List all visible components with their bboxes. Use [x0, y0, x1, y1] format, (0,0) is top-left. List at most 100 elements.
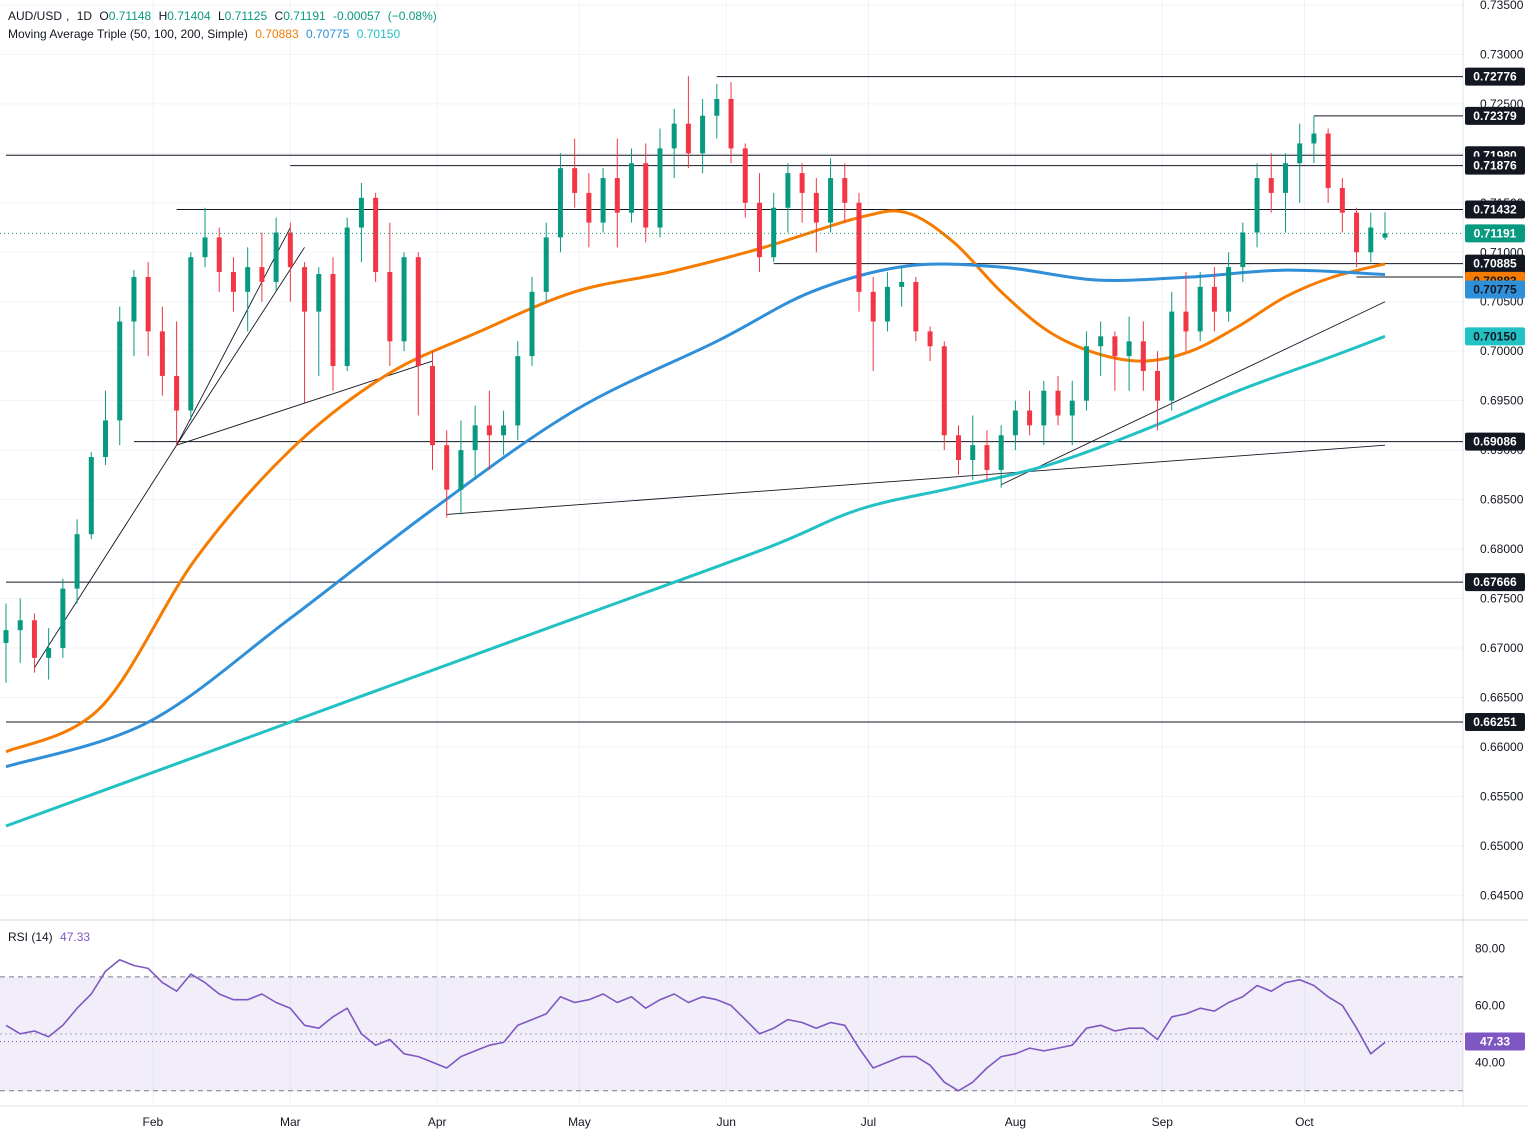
candle-15[interactable]: [216, 227, 222, 292]
candle-48[interactable]: [685, 76, 691, 169]
candle-96[interactable]: [1368, 212, 1374, 263]
candle-25[interactable]: [358, 183, 364, 263]
candle-11[interactable]: [159, 306, 165, 396]
candle-22[interactable]: [316, 267, 322, 376]
candle-76[interactable]: [1083, 331, 1089, 411]
candle-47[interactable]: [671, 108, 677, 179]
candle-31[interactable]: [444, 430, 450, 518]
candle-75[interactable]: [1069, 380, 1075, 446]
candle-86[interactable]: [1226, 252, 1232, 322]
candle-30[interactable]: [429, 351, 435, 470]
candle-93[interactable]: [1325, 128, 1331, 203]
trendline-4[interactable]: [446, 444, 1386, 515]
candle-44[interactable]: [629, 148, 635, 223]
candle-66[interactable]: [941, 341, 947, 451]
candle-69[interactable]: [984, 430, 990, 480]
ma-legend[interactable]: Moving Average Triple (50, 100, 200, Sim…: [8, 27, 404, 41]
candle-14[interactable]: [202, 207, 208, 268]
candle-8[interactable]: [117, 306, 123, 446]
candle-4[interactable]: [60, 578, 66, 658]
candle-18[interactable]: [259, 232, 265, 302]
candle-32[interactable]: [458, 420, 464, 515]
trendline-5[interactable]: [1000, 301, 1386, 486]
candle-19[interactable]: [273, 217, 279, 292]
candle-95[interactable]: [1354, 207, 1360, 268]
candle-9[interactable]: [131, 270, 137, 357]
trendline-1[interactable]: [176, 227, 291, 446]
candle-27[interactable]: [387, 222, 393, 367]
candle-33[interactable]: [472, 405, 478, 480]
candle-67[interactable]: [956, 425, 962, 475]
candle-65[interactable]: [927, 326, 933, 362]
candle-79[interactable]: [1126, 316, 1132, 391]
candle-74[interactable]: [1055, 375, 1061, 426]
candle-5[interactable]: [74, 519, 80, 604]
ma-line-0[interactable]: [5, 209, 1386, 754]
candle-13[interactable]: [188, 252, 194, 421]
candle-10[interactable]: [145, 262, 151, 357]
candle-94[interactable]: [1339, 178, 1345, 233]
candle-50[interactable]: [714, 84, 720, 139]
trendline-0[interactable]: [34, 444, 177, 668]
candle-23[interactable]: [330, 257, 336, 391]
candle-6[interactable]: [88, 452, 94, 540]
candle-61[interactable]: [870, 276, 876, 371]
rsi-legend[interactable]: RSI (14) 47.33: [8, 930, 94, 944]
candle-20[interactable]: [287, 222, 293, 302]
candle-56[interactable]: [799, 163, 805, 223]
ma-line-1[interactable]: [5, 262, 1386, 769]
candle-55[interactable]: [785, 163, 791, 233]
trendline-3[interactable]: [176, 360, 433, 446]
candle-87[interactable]: [1240, 222, 1246, 282]
candle-38[interactable]: [543, 222, 549, 302]
candle-82[interactable]: [1169, 291, 1175, 411]
candle-35[interactable]: [501, 410, 507, 456]
candle-39[interactable]: [557, 153, 563, 253]
candle-92[interactable]: [1311, 115, 1317, 164]
ma-line-2[interactable]: [5, 334, 1386, 828]
candle-17[interactable]: [245, 247, 251, 332]
candle-68[interactable]: [970, 415, 976, 480]
candle-97[interactable]: [1382, 212, 1388, 240]
candle-78[interactable]: [1112, 331, 1118, 391]
candle-90[interactable]: [1282, 153, 1288, 233]
candle-70[interactable]: [998, 425, 1004, 488]
candle-84[interactable]: [1197, 272, 1203, 342]
candle-41[interactable]: [586, 173, 592, 248]
timeframe-label[interactable]: 1D: [76, 9, 93, 23]
candle-91[interactable]: [1297, 123, 1303, 203]
candle-34[interactable]: [486, 390, 492, 470]
candle-3[interactable]: [46, 628, 52, 680]
candle-77[interactable]: [1098, 321, 1104, 376]
candle-64[interactable]: [913, 276, 919, 342]
candle-28[interactable]: [401, 252, 407, 352]
candle-88[interactable]: [1254, 163, 1260, 248]
symbol-label[interactable]: AUD/USD: [8, 9, 63, 23]
candle-85[interactable]: [1211, 267, 1217, 332]
candle-72[interactable]: [1027, 390, 1033, 436]
candle-0[interactable]: [3, 603, 9, 683]
candle-29[interactable]: [415, 252, 421, 416]
candle-89[interactable]: [1268, 153, 1274, 213]
candle-24[interactable]: [344, 217, 350, 371]
candle-58[interactable]: [828, 158, 834, 233]
candle-63[interactable]: [899, 267, 905, 307]
candle-59[interactable]: [842, 163, 848, 223]
candle-1[interactable]: [17, 598, 23, 663]
candle-26[interactable]: [373, 192, 379, 282]
candle-53[interactable]: [756, 173, 762, 273]
candle-51[interactable]: [728, 82, 734, 164]
candle-52[interactable]: [742, 143, 748, 218]
candle-7[interactable]: [103, 390, 109, 465]
candle-80[interactable]: [1140, 321, 1146, 391]
candle-43[interactable]: [614, 138, 620, 248]
candle-36[interactable]: [515, 341, 521, 441]
trendline-2[interactable]: [176, 247, 305, 446]
candle-57[interactable]: [813, 178, 819, 253]
candle-54[interactable]: [771, 192, 777, 263]
candle-37[interactable]: [529, 276, 535, 367]
candle-62[interactable]: [884, 272, 890, 332]
candle-73[interactable]: [1041, 380, 1047, 446]
candle-12[interactable]: [174, 321, 180, 446]
candle-81[interactable]: [1155, 351, 1161, 431]
